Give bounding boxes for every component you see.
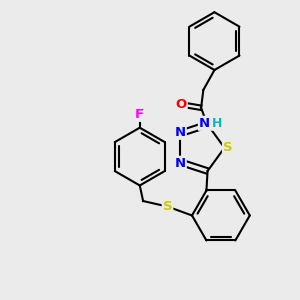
Text: N: N bbox=[175, 126, 186, 139]
Text: O: O bbox=[176, 98, 187, 111]
Text: F: F bbox=[135, 108, 144, 121]
Text: N: N bbox=[175, 157, 186, 170]
Text: S: S bbox=[163, 200, 172, 213]
Text: S: S bbox=[223, 141, 232, 154]
Text: H: H bbox=[212, 117, 222, 130]
Text: N: N bbox=[199, 117, 210, 130]
